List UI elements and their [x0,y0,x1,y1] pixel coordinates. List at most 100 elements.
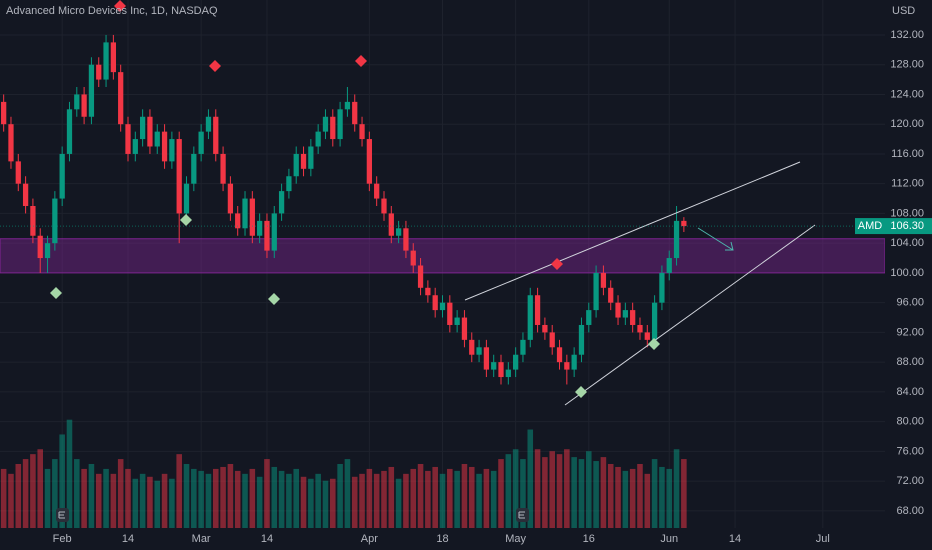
volume-bar [388,466,395,528]
candle-body [220,153,226,184]
candle-body [330,116,336,140]
volume-bar [308,478,314,528]
y-tick-label: 124.00 [890,88,924,100]
candle-body [593,272,599,311]
volume-bar [439,473,446,528]
x-tick-label: Jul [816,533,830,545]
volume-bar [381,470,387,528]
axis-layer: 68.00 72.00 76.00 80.00 84.00 88.00 92.00 96.00… [0,29,932,545]
y-tick-label: 88.00 [896,356,924,368]
candle-body [59,153,65,199]
candle-body [542,324,548,333]
candle-body [74,94,80,110]
volume-bar [15,464,22,528]
candle-body [410,250,416,266]
candle-body [513,354,519,370]
candle-body [476,347,482,355]
candle-body [235,213,241,229]
candle-body [505,369,511,378]
y-tick-label: 76.00 [896,445,924,457]
candle-body [242,198,248,229]
x-tick-label: 16 [583,533,595,545]
candle-body [191,153,197,184]
volume-bar [37,449,44,528]
candle-body [366,139,372,184]
candle-body [81,94,87,117]
volume-bar [191,468,197,528]
candle-body [608,287,614,303]
volume-bar [351,476,358,528]
volume-bar [586,451,592,528]
volume-bar [425,470,431,528]
volume-bar [622,470,629,528]
candle-body [454,317,460,325]
x-tick-label: 14 [729,533,741,545]
volume-bar [256,476,263,528]
price-axis-bg [885,0,932,550]
candle-body [681,220,687,227]
symbol-tag [855,218,885,235]
candle-body [139,116,146,140]
volume-bar [161,473,168,528]
zone-layer [0,238,886,274]
candle-body [630,310,636,325]
signal-diamond [268,293,280,305]
candle-body [88,64,95,117]
candle-body [578,324,585,355]
volume-bar [117,459,124,528]
price-zone [0,238,886,274]
candle-body [300,153,307,169]
candle-body [176,139,182,214]
candle-body [154,131,160,147]
last-price-label: 106.30 [890,220,924,232]
candle-body [183,183,190,214]
signal-diamond [575,386,587,398]
volume-bar [505,454,512,528]
candle-body [359,124,365,140]
candle-body [432,295,438,311]
volume-bar [571,457,577,528]
candle-body [227,183,234,214]
candle-body [169,139,175,162]
volume-bar [483,468,490,528]
candle-body [257,220,263,236]
volume-bar [330,478,336,528]
volume-bar [512,449,519,528]
candle-body [264,220,270,251]
x-tick-label: May [505,533,526,545]
candle-body [534,295,541,325]
candle-body [600,272,607,288]
signal-diamond [209,60,221,72]
projection-arrow [697,227,734,251]
volume-bar [154,480,161,528]
candle-body [622,310,628,318]
candle-body [644,332,650,340]
signal-diamond [50,287,62,299]
candle-body [666,258,672,273]
candle-body [571,354,577,370]
volume-bar [629,468,636,528]
signal-diamond [355,55,367,67]
volume-bar [74,459,80,528]
candle-body [249,198,255,236]
trend-line-upper [464,161,801,301]
volume-bar [220,466,226,528]
y-tick-label: 92.00 [896,326,924,338]
volume-bar [52,459,58,528]
candle-body [461,317,468,340]
volume-bar [8,473,14,528]
volume-bar [227,464,234,528]
volume-bar [205,473,212,528]
volume-bar [315,473,321,528]
signal-diamond [114,0,126,12]
symbol-label: AMD [858,220,883,232]
volume-bar [44,468,51,528]
candle-body [615,302,621,318]
volume-bar [198,470,204,528]
volume-bar [22,459,29,528]
candle-body [125,124,131,154]
candle-body [308,146,314,169]
candle-body [403,228,409,251]
candle-body [315,131,321,147]
volume-bar [212,468,219,528]
